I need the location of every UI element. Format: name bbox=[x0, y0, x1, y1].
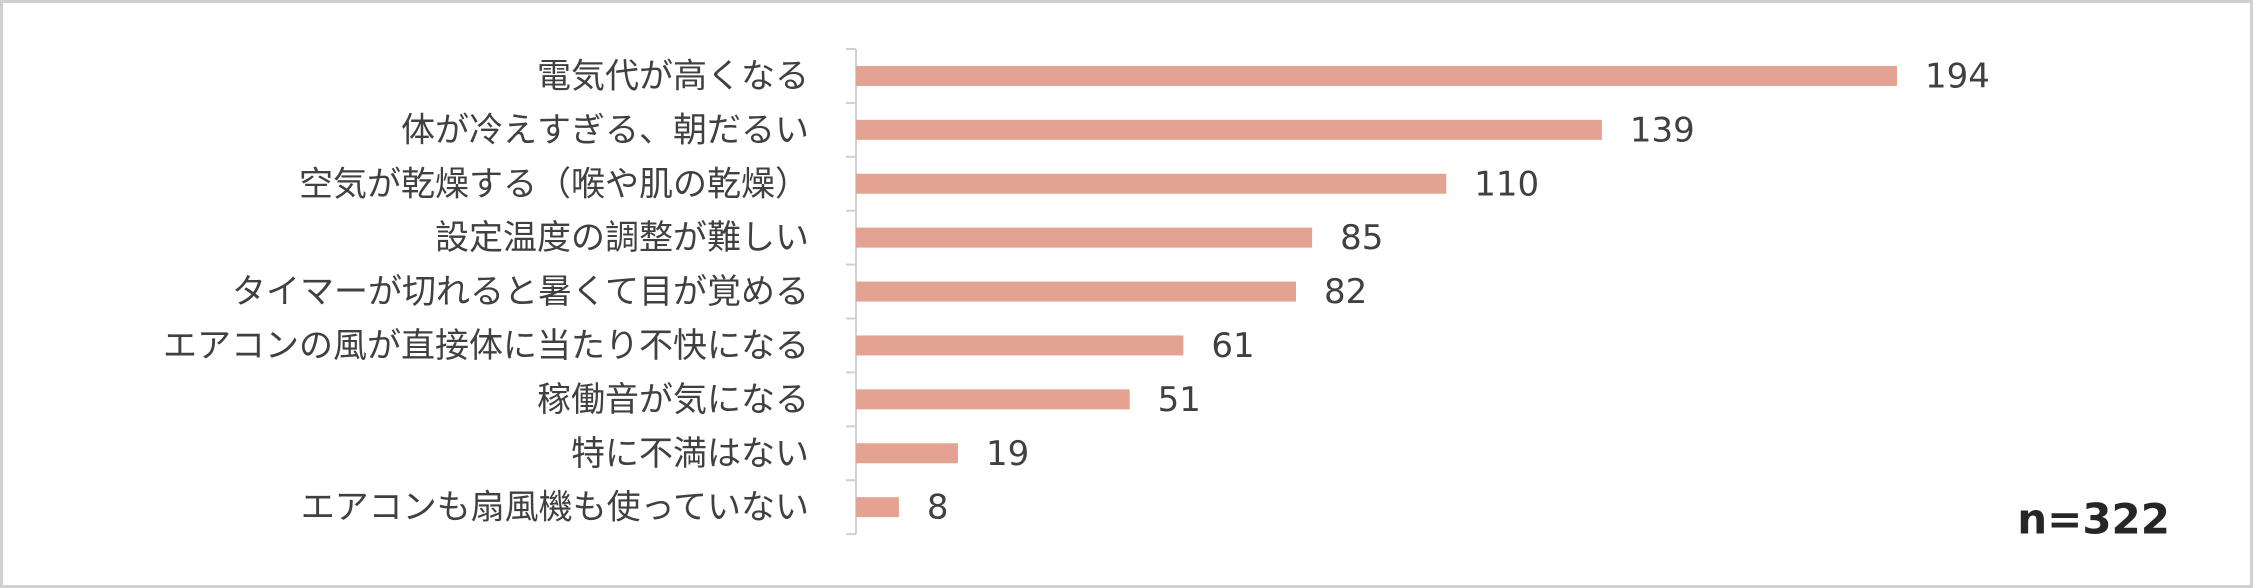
bar bbox=[856, 335, 1184, 356]
value-label: 61 bbox=[1211, 326, 1254, 366]
sample-size: n=322 bbox=[2017, 495, 2170, 544]
value-label: 82 bbox=[1324, 272, 1367, 312]
category-label: 特に不満はない bbox=[571, 434, 809, 474]
category-label: エアコンも扇風機も使っていない bbox=[301, 488, 809, 528]
bar bbox=[856, 443, 958, 464]
category-label: 空気が乾燥する（喉や肌の乾燥） bbox=[299, 164, 809, 204]
bar bbox=[856, 227, 1313, 248]
category-label: エアコンの風が直接体に当たり不快になる bbox=[163, 326, 809, 366]
value-label: 8 bbox=[927, 488, 949, 528]
value-label: 139 bbox=[1630, 110, 1695, 150]
value-label: 19 bbox=[986, 434, 1029, 474]
value-label: 51 bbox=[1158, 380, 1201, 420]
category-label: タイマーが切れると暑くて目が覚める bbox=[232, 272, 809, 312]
bar bbox=[856, 119, 1602, 140]
value-label: 110 bbox=[1474, 164, 1539, 204]
category-label: 稼働音が気になる bbox=[537, 380, 809, 420]
bar bbox=[856, 173, 1447, 194]
category-label: 電気代が高くなる bbox=[537, 56, 809, 96]
bar bbox=[856, 65, 1897, 86]
bar bbox=[856, 389, 1130, 410]
category-label: 設定温度の調整が難しい bbox=[435, 218, 809, 258]
value-label: 194 bbox=[1925, 56, 1990, 96]
category-label: 体が冷えすぎる、朝だるい bbox=[401, 110, 809, 150]
bar bbox=[856, 281, 1297, 302]
value-label: 85 bbox=[1340, 218, 1383, 258]
bar bbox=[856, 497, 899, 518]
